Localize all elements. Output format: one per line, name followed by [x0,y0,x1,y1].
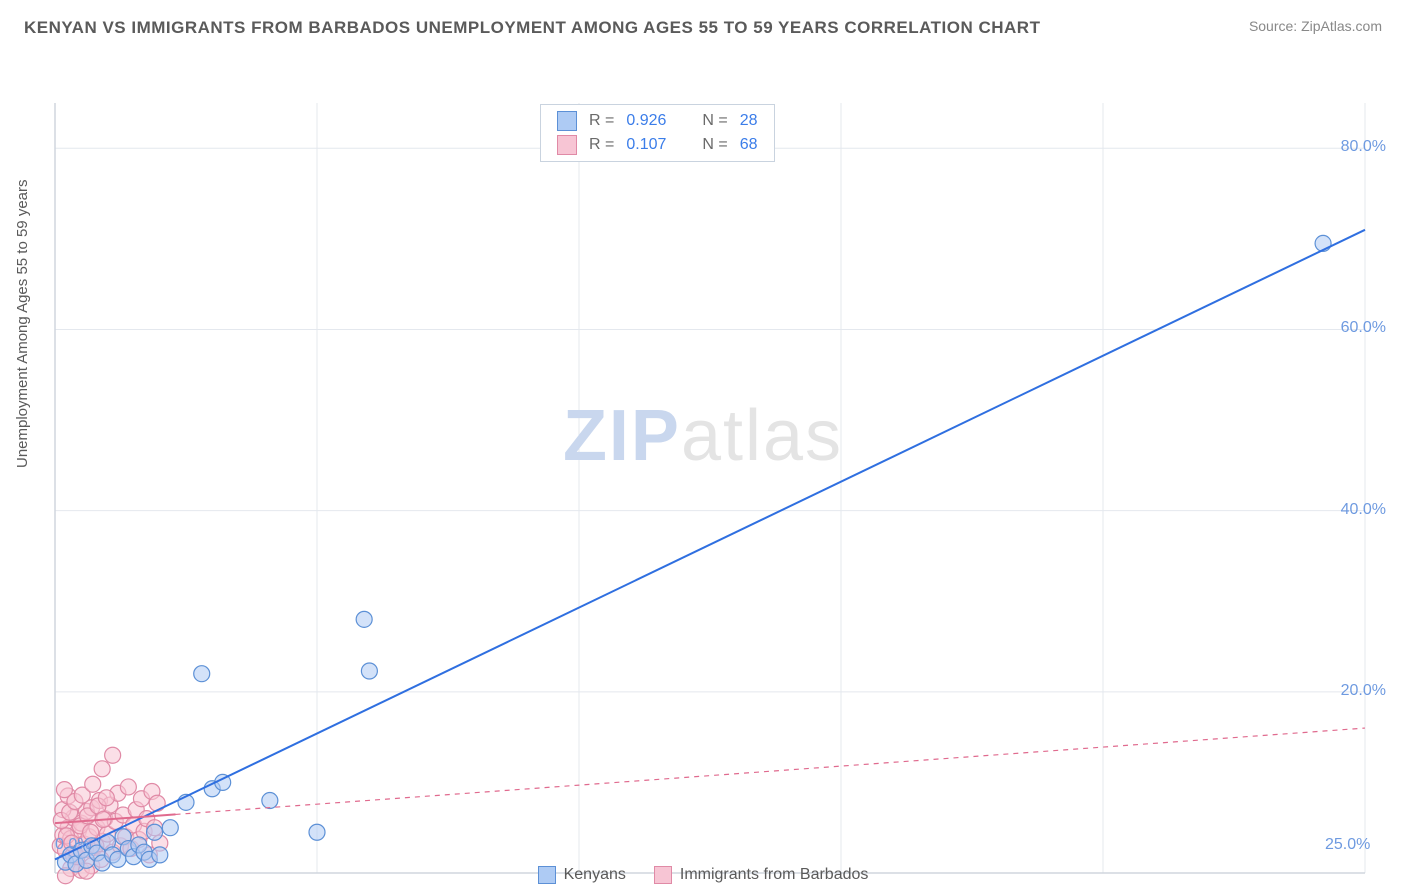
legend-item: Immigrants from Barbados [654,866,869,884]
r-value: 0.107 [626,136,666,154]
title-bar: KENYAN VS IMMIGRANTS FROM BARBADOS UNEMP… [0,0,1406,46]
legend-swatch-icon [557,111,577,131]
correlation-legend: R = 0.926 N = 28 R = 0.107 N = 68 [540,104,775,162]
legend-label: Kenyans [564,866,626,884]
legend-swatch-icon [557,135,577,155]
source-label: Source: ZipAtlas.com [1249,18,1382,34]
legend-swatch-icon [654,866,672,884]
r-label: R = [589,136,614,154]
n-value: 28 [740,112,758,130]
y-tick-label: 40.0% [1341,501,1386,519]
y-tick-label: 80.0% [1341,138,1386,156]
series-legend: Kenyans Immigrants from Barbados [0,866,1406,884]
legend-swatch-icon [538,866,556,884]
y-axis-label: Unemployment Among Ages 55 to 59 years [14,179,31,468]
y-tick-label: 20.0% [1341,682,1386,700]
chart-area: Unemployment Among Ages 55 to 59 years Z… [0,48,1406,892]
x-tick-label: 0.0% [55,836,91,854]
n-label: N = [702,112,727,130]
r-value: 0.926 [626,112,666,130]
n-value: 68 [740,136,758,154]
legend-row: R = 0.107 N = 68 [541,133,774,157]
legend-item: Kenyans [538,866,626,884]
legend-label: Immigrants from Barbados [680,866,869,884]
x-tick-label: 25.0% [1325,836,1370,854]
n-label: N = [702,136,727,154]
y-tick-label: 60.0% [1341,319,1386,337]
scatter-plot [0,48,1406,892]
r-label: R = [589,112,614,130]
legend-row: R = 0.926 N = 28 [541,109,774,133]
chart-title: KENYAN VS IMMIGRANTS FROM BARBADOS UNEMP… [24,18,1040,38]
